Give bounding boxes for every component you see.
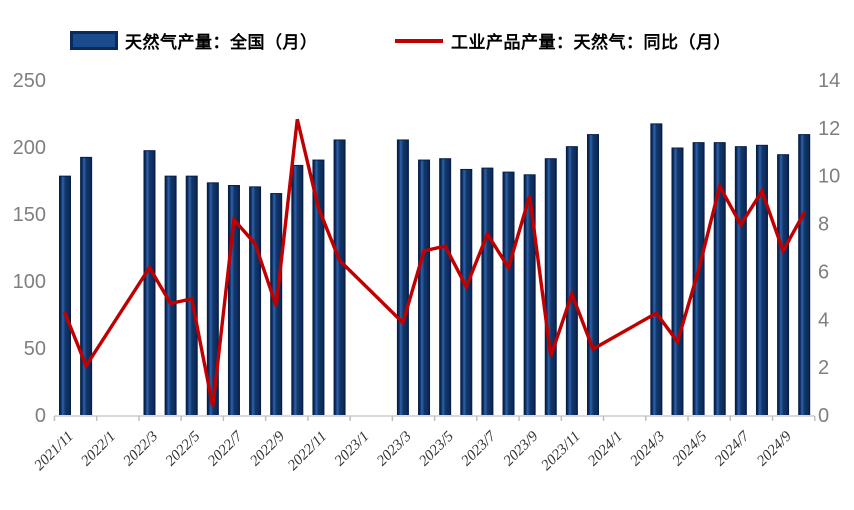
x-axis-category-label: 2021/11 — [32, 429, 77, 474]
bar — [502, 171, 515, 417]
right-axis-tick-label: 6 — [818, 261, 829, 283]
line-series-swatch-icon — [395, 38, 443, 43]
right-axis-tick-label: 8 — [818, 214, 829, 236]
bar — [460, 168, 473, 417]
right-axis-tick-label: 14 — [818, 70, 840, 92]
bar — [650, 123, 663, 417]
bar — [755, 144, 768, 417]
x-axis-category-label: 2022/3 — [121, 429, 162, 470]
bar — [439, 158, 452, 417]
x-axis-category-label: 2023/5 — [416, 428, 457, 469]
left-axis-tick-label: 200 — [13, 137, 46, 159]
bar — [333, 139, 346, 417]
bar — [565, 146, 578, 417]
x-axis-category-label: 2024/3 — [627, 429, 668, 470]
legend-label-line-series: 工业产品产量：天然气：同比（月） — [451, 33, 731, 52]
right-axis-tick-label: 12 — [818, 118, 840, 140]
x-axis-category-label: 2023/11 — [538, 429, 583, 474]
x-axis-category-label: 2024/9 — [754, 428, 795, 469]
bar — [481, 167, 494, 417]
bar — [734, 146, 747, 417]
right-axis-tick-label: 2 — [818, 357, 829, 379]
right-axis-tick-label: 4 — [818, 309, 829, 331]
legend-label-bar-series: 天然气产量：全国（月） — [125, 33, 318, 52]
bar — [418, 159, 431, 417]
legend-item-yoy-growth: 工业产品产量：天然气：同比（月） — [395, 28, 731, 53]
right-axis-tick-label: 10 — [818, 166, 840, 188]
left-axis-tick-label: 100 — [13, 271, 46, 293]
bar — [291, 164, 304, 417]
bar — [671, 147, 684, 417]
bar — [587, 134, 599, 417]
left-axis-tick-label: 0 — [35, 405, 46, 427]
bar — [59, 175, 71, 417]
left-axis-tick-label: 50 — [24, 338, 46, 360]
left-axis-tick-label: 150 — [13, 204, 46, 226]
x-axis-category-label: 2024/7 — [712, 427, 754, 469]
x-axis-category-label: 2024/1 — [585, 429, 626, 470]
x-axis-category-label: 2023/9 — [501, 428, 542, 469]
bar — [143, 150, 156, 417]
x-axis-category-label: 2022/5 — [163, 428, 204, 469]
bar-series-swatch-icon — [70, 31, 118, 50]
x-axis-category-label: 2022/7 — [205, 427, 247, 469]
bar — [396, 139, 409, 417]
bar — [249, 186, 262, 417]
bar — [185, 175, 198, 417]
x-axis-category-label: 2022/11 — [285, 429, 330, 474]
legend-item-gas-production: 天然气产量：全国（月） — [70, 28, 318, 53]
x-axis-category-label: 2024/5 — [670, 428, 711, 469]
right-axis-tick-label: 0 — [818, 405, 829, 427]
bar — [80, 156, 93, 417]
x-axis-category-label: 2023/3 — [374, 429, 415, 470]
bar — [798, 134, 811, 417]
chart-legend: 天然气产量：全国（月） 工业产品产量：天然气：同比（月） — [0, 26, 854, 53]
trend-line — [63, 118, 806, 407]
x-axis-category-label: 2023/1 — [332, 429, 373, 470]
x-axis-category-label: 2023/7 — [458, 427, 500, 469]
bar — [777, 154, 790, 417]
bar — [544, 158, 557, 417]
left-axis-tick-label: 250 — [13, 70, 46, 92]
x-axis-category-label: 2022/9 — [247, 428, 288, 469]
x-axis-category-label: 2022/1 — [78, 429, 119, 470]
